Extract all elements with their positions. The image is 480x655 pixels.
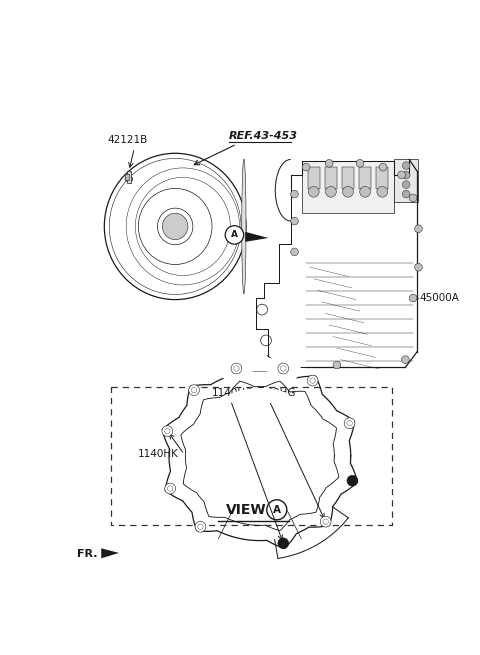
Circle shape xyxy=(402,356,409,364)
Text: 45000A: 45000A xyxy=(419,293,459,303)
Circle shape xyxy=(360,187,371,197)
Circle shape xyxy=(402,171,410,179)
Text: A: A xyxy=(273,505,281,515)
Circle shape xyxy=(302,163,310,171)
Bar xyxy=(302,161,394,214)
Circle shape xyxy=(195,521,206,532)
Circle shape xyxy=(347,476,358,486)
Ellipse shape xyxy=(162,214,188,240)
Circle shape xyxy=(325,159,333,167)
Bar xyxy=(342,167,354,189)
Circle shape xyxy=(189,384,200,396)
Circle shape xyxy=(415,263,422,271)
Circle shape xyxy=(344,418,355,428)
Circle shape xyxy=(402,181,410,189)
Circle shape xyxy=(225,226,244,244)
Circle shape xyxy=(402,162,410,170)
Circle shape xyxy=(291,248,299,255)
Circle shape xyxy=(415,225,422,233)
Circle shape xyxy=(231,363,242,374)
Circle shape xyxy=(333,361,341,369)
Polygon shape xyxy=(245,232,268,242)
Circle shape xyxy=(278,538,288,549)
Circle shape xyxy=(162,426,173,436)
Circle shape xyxy=(343,187,353,197)
Text: VIEW: VIEW xyxy=(226,503,266,517)
Circle shape xyxy=(291,190,299,198)
Ellipse shape xyxy=(242,159,246,293)
Circle shape xyxy=(356,159,364,167)
Bar xyxy=(308,167,320,189)
Circle shape xyxy=(325,187,336,197)
Bar xyxy=(376,167,388,189)
Circle shape xyxy=(377,187,388,197)
Circle shape xyxy=(409,294,417,302)
Ellipse shape xyxy=(125,176,133,181)
Bar xyxy=(394,159,419,202)
Bar xyxy=(325,167,337,189)
Circle shape xyxy=(402,190,410,198)
Bar xyxy=(359,167,372,189)
Text: A: A xyxy=(231,231,238,240)
Bar xyxy=(125,174,129,180)
Polygon shape xyxy=(101,548,119,558)
Circle shape xyxy=(308,187,319,197)
Circle shape xyxy=(398,171,406,179)
Text: 1140HG1140HG: 1140HG1140HG xyxy=(211,388,296,398)
Circle shape xyxy=(409,194,417,202)
Circle shape xyxy=(278,363,288,374)
Circle shape xyxy=(379,163,387,171)
Circle shape xyxy=(165,483,176,494)
Circle shape xyxy=(307,375,318,386)
Circle shape xyxy=(320,516,331,527)
Text: FR.: FR. xyxy=(77,550,97,559)
Text: 1140HK: 1140HK xyxy=(138,449,179,459)
Text: 42121B: 42121B xyxy=(108,135,148,145)
Ellipse shape xyxy=(157,208,193,245)
Bar xyxy=(127,171,131,183)
Circle shape xyxy=(291,217,299,225)
Text: REF.43-453: REF.43-453 xyxy=(229,132,298,141)
